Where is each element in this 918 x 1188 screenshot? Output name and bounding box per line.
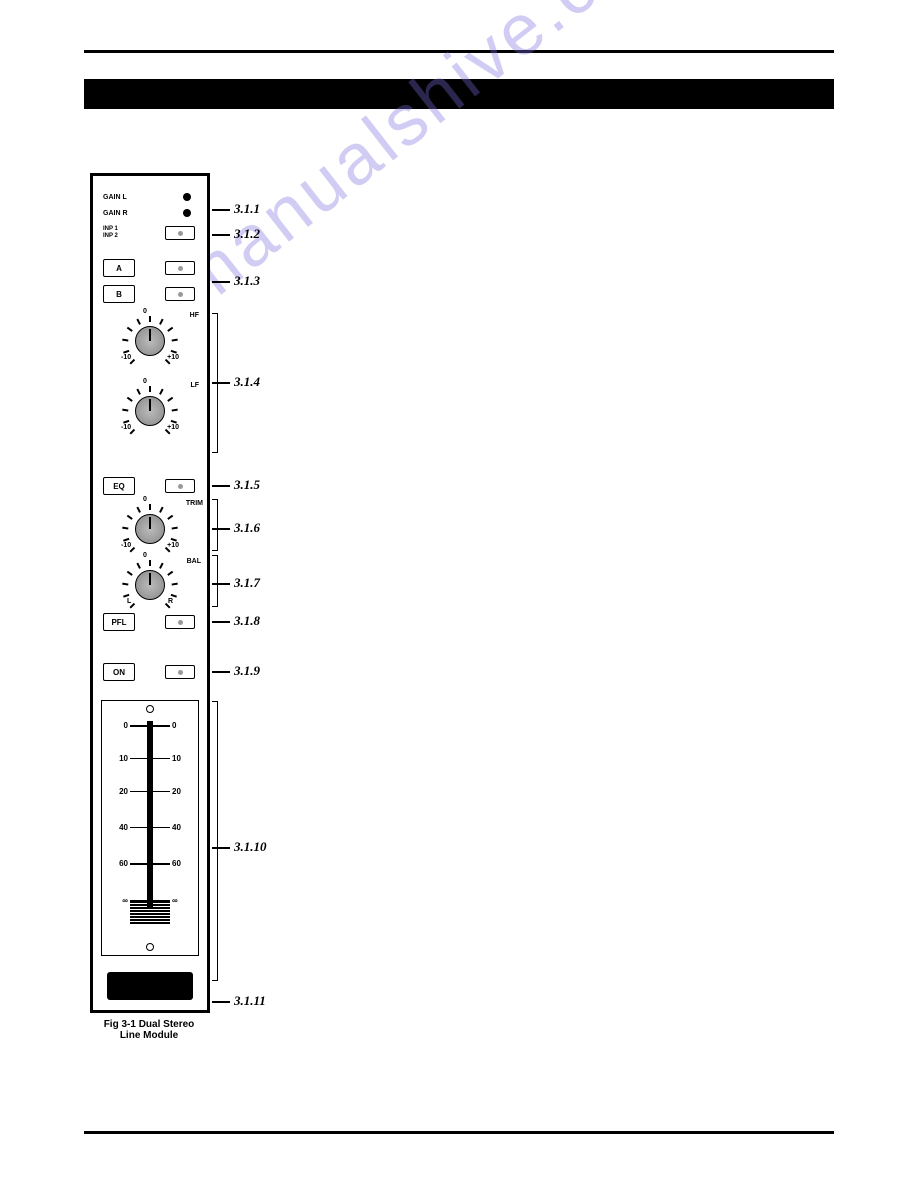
btn-on[interactable]	[165, 665, 195, 679]
hf-knob[interactable]	[135, 326, 165, 356]
screw-top	[146, 705, 154, 713]
inp2-label: INP 2	[103, 233, 118, 240]
scale-left: 010204060∞	[114, 721, 128, 909]
figure-caption: Fig 3-1 Dual StereoLine Module	[84, 1019, 214, 1041]
row-a: A	[103, 258, 203, 278]
row-b: B	[103, 284, 203, 304]
callout-3.1.1: 3.1.1	[234, 201, 260, 217]
lf-knob[interactable]	[135, 396, 165, 426]
hf-label: HF	[190, 312, 199, 319]
trim-center: 0	[143, 496, 147, 503]
fader-track	[147, 721, 153, 909]
trim-label: TRIM	[186, 500, 203, 507]
rule-top	[84, 50, 834, 53]
fader-zone: 010204060∞ 010204060∞	[101, 700, 199, 956]
rule-bottom	[84, 1131, 834, 1134]
callout-3.1.9: 3.1.9	[234, 663, 260, 679]
bal-center: 0	[143, 552, 147, 559]
btn-eq[interactable]	[165, 479, 195, 493]
module-panel: GAIN L GAIN R INP 1 INP 2 A	[90, 173, 210, 1013]
callout-3.1.2: 3.1.2	[234, 226, 260, 242]
btn-on-label: ON	[103, 663, 135, 681]
row-eq: EQ	[103, 476, 203, 496]
bal-knob[interactable]	[135, 570, 165, 600]
inp-labels: INP 1 INP 2	[103, 226, 118, 240]
btn-a-label: A	[103, 259, 135, 277]
write-strip	[107, 972, 193, 1000]
bal-label: BAL	[187, 558, 201, 565]
lf-center: 0	[143, 378, 147, 385]
btn-eq-label: EQ	[103, 477, 135, 495]
btn-b[interactable]	[165, 287, 195, 301]
callout-3.1.6: 3.1.6	[234, 520, 260, 536]
row-on: ON	[103, 662, 203, 682]
gain-l-label: GAIN L	[103, 194, 127, 201]
row-pfl: PFL	[103, 612, 203, 632]
btn-pfl-label: PFL	[103, 613, 135, 631]
inp1-label: INP 1	[103, 226, 118, 233]
callout-3.1.3: 3.1.3	[234, 273, 260, 289]
callout-3.1.7: 3.1.7	[234, 575, 260, 591]
fader-knob[interactable]	[130, 901, 170, 925]
inp-switch[interactable]	[165, 226, 195, 240]
scale-right: 010204060∞	[172, 721, 186, 909]
lf-label: LF	[190, 382, 199, 389]
hf-center: 0	[143, 308, 147, 315]
btn-b-label: B	[103, 285, 135, 303]
gain-r-row: GAIN R	[103, 206, 203, 220]
trim-knob[interactable]	[135, 514, 165, 544]
btn-a[interactable]	[165, 261, 195, 275]
btn-pfl[interactable]	[165, 615, 195, 629]
title-bar	[84, 79, 834, 109]
callout-3.1.5: 3.1.5	[234, 477, 260, 493]
gain-l-row: GAIN L	[103, 190, 203, 204]
callout-3.1.4: 3.1.4	[234, 374, 260, 390]
callout-3.1.10: 3.1.10	[234, 839, 267, 855]
gain-r-trimmer[interactable]	[183, 209, 191, 217]
inp-row: INP 1 INP 2	[103, 224, 203, 242]
callout-3.1.11: 3.1.11	[234, 993, 266, 1009]
gain-l-trimmer[interactable]	[183, 193, 191, 201]
gain-r-label: GAIN R	[103, 210, 128, 217]
callout-3.1.8: 3.1.8	[234, 613, 260, 629]
screw-bottom	[146, 943, 154, 951]
